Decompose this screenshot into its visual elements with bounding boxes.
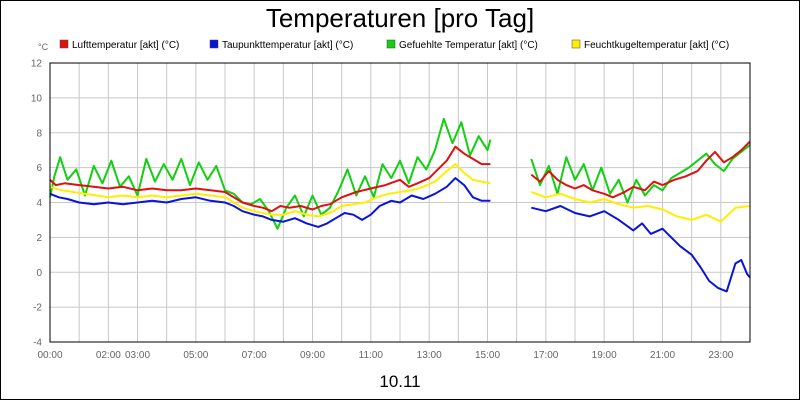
plot-border xyxy=(49,62,751,343)
y-tick-label: -2 xyxy=(33,303,42,314)
series-taupunkttemperatur xyxy=(49,177,751,293)
x-tick-label: 09:00 xyxy=(300,350,325,361)
series-gefuehlte-temperatur xyxy=(49,117,751,230)
series-line xyxy=(49,163,491,218)
y-tick-label: 0 xyxy=(36,268,42,279)
series-line xyxy=(530,191,751,223)
legend-item-gefuehlte-temperatur: Gefuehlte Temperatur [akt] (°C) xyxy=(386,39,538,51)
y-tick-label: 12 xyxy=(31,59,43,70)
legend-swatch xyxy=(571,39,581,49)
y-tick-label: 10 xyxy=(31,93,43,104)
legend-label: Lufttemperatur [akt] (°C) xyxy=(72,40,179,51)
x-tick-label: 00:00 xyxy=(37,350,62,361)
y-tick-label: 8 xyxy=(36,128,42,139)
legend-item-feuchtkugeltemperatur: Feuchtkugeltemperatur [akt] (°C) xyxy=(571,39,729,51)
series-feuchtkugeltemperatur xyxy=(49,163,751,223)
chart-title: Temperaturen [pro Tag] xyxy=(266,3,534,33)
date-label: 10.11 xyxy=(379,372,420,391)
legend-item-lufttemperatur: Lufttemperatur [akt] (°C) xyxy=(59,39,179,51)
y-unit-label: °C xyxy=(38,42,49,52)
legend-swatch xyxy=(386,39,396,49)
x-tick-label: 23:00 xyxy=(708,350,733,361)
x-tick-label: 03:00 xyxy=(125,350,150,361)
series-line xyxy=(531,205,751,293)
x-tick-label: 17:00 xyxy=(533,350,558,361)
x-tick-label: 13:00 xyxy=(417,350,442,361)
x-tick-label: 05:00 xyxy=(183,350,208,361)
series-line xyxy=(530,140,751,199)
legend-swatch xyxy=(209,39,219,49)
series-lufttemperatur xyxy=(49,140,751,213)
series-layer xyxy=(49,117,751,293)
series-line xyxy=(49,145,491,213)
legend: Lufttemperatur [akt] (°C) Taupunkttempera… xyxy=(59,39,729,51)
x-tick-label: 07:00 xyxy=(242,350,267,361)
series-line xyxy=(530,144,751,204)
legend-swatch xyxy=(59,39,69,49)
legend-item-taupunkttemperatur: Taupunkttemperatur [akt] (°C) xyxy=(209,39,353,51)
x-tick-label: 11:00 xyxy=(359,350,384,361)
y-axis: 12 10 8 6 4 2 0 -2 -4 xyxy=(31,59,43,349)
y-tick-label: 2 xyxy=(36,233,42,244)
x-tick-label: 19:00 xyxy=(592,350,617,361)
x-axis: 00:00 02:00 03:00 05:00 07:00 09:00 11:00 13:00… xyxy=(37,350,733,361)
y-tick-label: 6 xyxy=(36,163,42,174)
legend-label: Feuchtkugeltemperatur [akt] (°C) xyxy=(584,40,729,51)
y-tick-label: -4 xyxy=(33,338,42,349)
x-tick-label: 15:00 xyxy=(475,350,500,361)
x-tick-label: 21:00 xyxy=(650,350,675,361)
x-tick-label: 02:00 xyxy=(96,350,121,361)
legend-label: Gefuehlte Temperatur [akt] (°C) xyxy=(399,40,538,51)
series-line xyxy=(49,117,492,230)
y-tick-label: 4 xyxy=(36,198,42,209)
legend-label: Taupunkttemperatur [akt] (°C) xyxy=(222,40,353,51)
series-line xyxy=(49,177,491,228)
